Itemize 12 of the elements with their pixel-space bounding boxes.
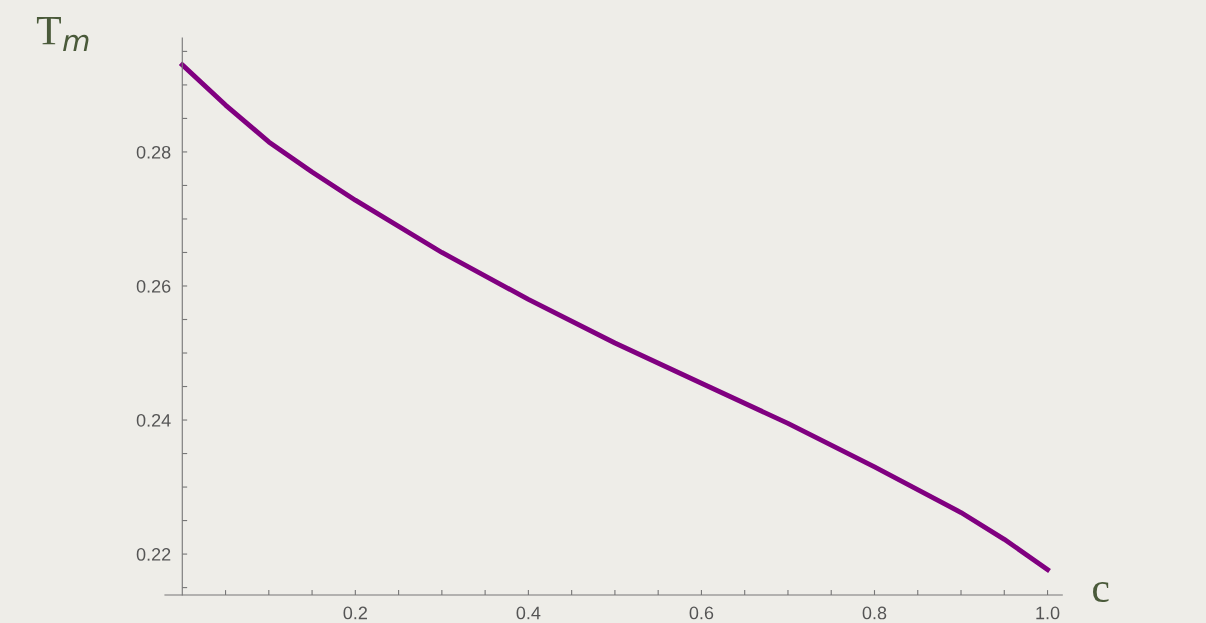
x-tick-label: 0.8	[862, 606, 887, 620]
y-tick-label: 0.22	[136, 548, 171, 561]
y-tick-label: 0.28	[136, 145, 171, 159]
x-tick-label: 0.6	[689, 606, 714, 620]
y-tick-label: 0.24	[136, 413, 171, 427]
y-axis-title: T$_{m}$	[36, 16, 89, 52]
x-tick-label: 0.2	[343, 606, 367, 620]
x-axis-title: c	[1093, 582, 1109, 603]
x-tick-label: 1.0	[1036, 606, 1060, 620]
y-tick-label: 0.26	[136, 279, 171, 293]
line-series	[179, 62, 1050, 572]
x-tick-label: 0.4	[516, 606, 541, 620]
